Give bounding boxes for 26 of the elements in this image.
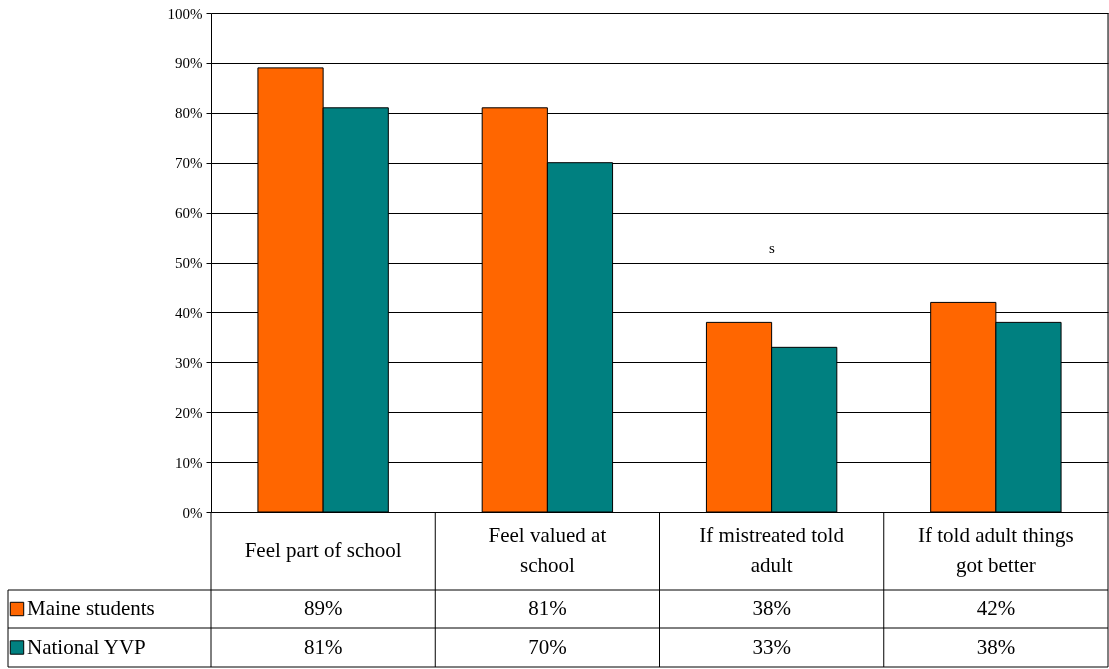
y-tick-label: 50% [175,255,203,271]
legend-label: Maine students [27,596,155,620]
y-tick-label: 20% [175,404,203,421]
data-label: 70% [528,634,567,659]
data-label: 89% [303,596,343,620]
annotation: s [769,240,776,256]
y-tick-label: 80% [175,105,203,122]
x-tick-label: Feel valued at school [488,523,607,577]
y-tick-label: 70% [175,155,203,172]
y-tick-label: 100% [167,5,203,22]
y-tick-label: 60% [175,205,203,222]
y-tick-label: 30% [175,354,203,371]
legend-label: National YVP [27,634,146,659]
y-tick-label: 10% [175,454,203,471]
x-tick-label: If told adult things got better [918,523,1074,577]
data-label: 81% [528,596,567,620]
x-tick-label: If mistreated told adult [699,523,845,577]
y-tick-label: 90% [175,55,203,72]
data-label: 33% [752,634,791,659]
data-label: 38% [752,596,791,620]
y-tick-label: 0% [182,504,203,521]
data-label: 42% [976,596,1016,620]
y-tick-label: 40% [175,304,203,321]
data-label: 38% [976,634,1016,659]
data-label: 81% [303,634,343,659]
x-tick-label: Feel part of school [244,538,402,562]
